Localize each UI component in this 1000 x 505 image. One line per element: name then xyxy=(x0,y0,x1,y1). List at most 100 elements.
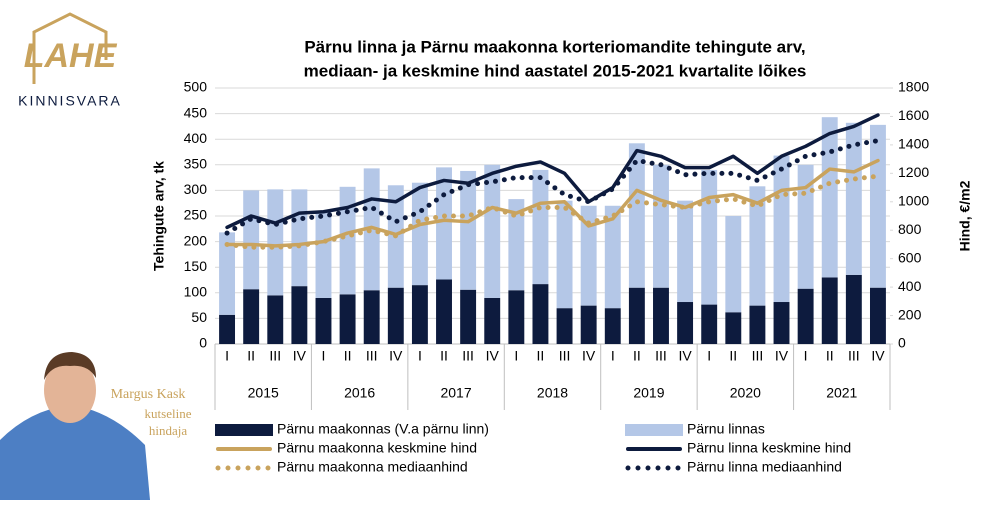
line xyxy=(224,173,881,250)
bar xyxy=(315,297,332,344)
bar xyxy=(243,289,260,344)
x-tick-label: I xyxy=(707,348,711,364)
bar xyxy=(484,164,501,298)
x-tick-label: I xyxy=(322,348,326,364)
logo-house xyxy=(32,12,108,84)
legend-swatch xyxy=(625,424,683,436)
bar xyxy=(628,143,645,288)
bar xyxy=(653,287,669,344)
x-tick-label: IV xyxy=(775,348,789,364)
bar xyxy=(869,124,886,288)
bar xyxy=(749,186,766,306)
logo: LAHE KINNISVARA xyxy=(18,12,122,109)
x-tick-label: II xyxy=(344,348,352,364)
y-tick-label: 250 xyxy=(184,207,208,223)
bar xyxy=(725,312,742,344)
y-tick-label: 150 xyxy=(184,258,208,274)
y-tick-label: 0 xyxy=(199,335,207,351)
bar xyxy=(628,287,645,344)
x-tick-label: II xyxy=(537,348,545,364)
x-tick-label: III xyxy=(559,348,571,364)
bar xyxy=(604,308,621,344)
chart-title: Pärnu linna ja Pärnu maakonna korterioma… xyxy=(304,37,805,56)
chart-title: mediaan- ja keskmine hind aastatel 2015-… xyxy=(304,61,807,80)
bar xyxy=(460,289,477,344)
y-tick-label: 200 xyxy=(184,232,208,248)
y2-tick-label: 800 xyxy=(898,221,922,237)
bar xyxy=(291,189,308,287)
x-tick-label: III xyxy=(655,348,667,364)
x-tick-label: I xyxy=(225,348,229,364)
bar xyxy=(580,205,597,306)
y2-tick-label: 0 xyxy=(898,335,906,351)
x-tick-label: IV xyxy=(582,348,596,364)
y2-tick-label: 1000 xyxy=(898,192,929,208)
bar xyxy=(701,304,718,344)
bar xyxy=(532,169,549,285)
bar xyxy=(363,290,380,344)
y-tick-label: 100 xyxy=(184,284,208,300)
year-label: 2020 xyxy=(730,385,761,401)
bar xyxy=(845,274,862,344)
line xyxy=(225,113,880,230)
y2-tick-label: 600 xyxy=(898,249,922,265)
legend-label: Pärnu linnas xyxy=(687,421,765,437)
person-role: hindaja xyxy=(149,423,187,438)
bar xyxy=(845,122,862,275)
bar xyxy=(484,297,501,344)
x-tick-label: II xyxy=(826,348,834,364)
bar xyxy=(508,199,525,291)
legend-label: Pärnu linna keskmine hind xyxy=(687,440,851,456)
y2-tick-label: 1600 xyxy=(898,107,929,123)
y2-tick-label: 1800 xyxy=(898,79,929,95)
x-tick-label: II xyxy=(729,348,737,364)
y-tick-label: 350 xyxy=(184,156,208,172)
bar xyxy=(411,182,428,286)
bar xyxy=(725,216,742,313)
bar xyxy=(797,164,814,289)
y-tick-label: 500 xyxy=(184,79,208,95)
hair xyxy=(44,352,96,380)
bar xyxy=(436,167,452,280)
x-tick-label: I xyxy=(418,348,422,364)
bar xyxy=(604,205,621,309)
bar xyxy=(677,302,694,344)
x-tick-label: IV xyxy=(678,348,692,364)
bar xyxy=(580,305,597,344)
bar xyxy=(291,286,308,344)
x-tick-label: IV xyxy=(871,348,885,364)
x-tick-label: III xyxy=(752,348,764,364)
bar xyxy=(797,288,814,344)
legend-label: Pärnu linna mediaanhind xyxy=(687,459,842,475)
x-tick-label: I xyxy=(514,348,518,364)
legend-label: Pärnu maakonna keskmine hind xyxy=(277,440,477,456)
x-tick-label: I xyxy=(804,348,808,364)
y-axis-label: Tehingute arv, tk xyxy=(151,161,167,271)
bar xyxy=(508,290,525,344)
x-tick-label: III xyxy=(269,348,281,364)
y2-tick-label: 200 xyxy=(898,306,922,322)
y-tick-label: 50 xyxy=(191,309,207,325)
x-tick-label: IV xyxy=(293,348,307,364)
y2-tick-label: 1200 xyxy=(898,164,929,180)
bar xyxy=(219,232,236,315)
y-tick-label: 450 xyxy=(184,104,208,120)
x-tick-label: IV xyxy=(389,348,403,364)
y2-tick-label: 400 xyxy=(898,278,922,294)
x-tick-label: II xyxy=(633,348,641,364)
logo-name: KINNISVARA xyxy=(18,93,122,109)
legend-label: Pärnu maakonna mediaanhind xyxy=(277,459,468,475)
photo xyxy=(0,352,150,500)
year-label: 2018 xyxy=(537,385,568,401)
bar xyxy=(556,308,573,344)
person-role: kutseline xyxy=(145,406,192,421)
x-tick-label: II xyxy=(247,348,255,364)
y2-tick-label: 1400 xyxy=(898,136,929,152)
bar xyxy=(749,305,766,344)
bar xyxy=(267,189,284,296)
bar xyxy=(219,314,236,344)
y-tick-label: 300 xyxy=(184,181,208,197)
face xyxy=(44,357,96,423)
